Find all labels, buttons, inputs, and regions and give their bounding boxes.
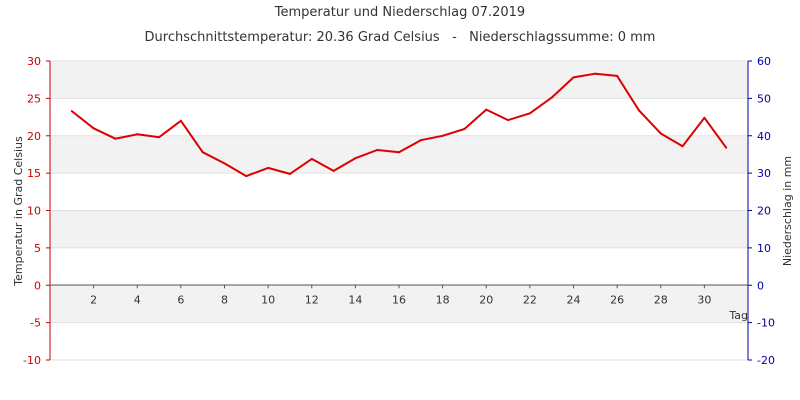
grid-band [50,285,748,323]
temperature-point [703,116,706,119]
temperature-point [267,166,270,169]
y2-tick-label: 50 [757,92,771,105]
chart-subtitle: Durchschnittstemperatur: 20.36 Grad Cels… [145,30,656,45]
grid-band [50,98,748,136]
temperature-point [572,76,575,79]
x-tick-label: 16 [392,293,406,306]
temperature-point [288,172,291,175]
grid-band [50,135,748,174]
right-y-ticks: -20 -10 0 10 20 30 40 50 60 [748,55,775,367]
x-tick-label: 24 [567,293,581,306]
temperature-point [616,74,619,77]
temperature-point [507,119,510,122]
x-tick-label: 6 [177,293,184,306]
y2-tick-label: 40 [757,130,771,143]
temperature-point [441,134,444,137]
grid-band [50,210,748,248]
temperature-point [659,132,662,135]
temperature-point [550,96,553,99]
temperature-point [637,109,640,112]
temperature-point [594,72,597,75]
temperature-point [398,151,400,154]
temperature-point [136,133,139,136]
x-tick-label: 12 [305,293,319,306]
grid-band [50,173,748,211]
y-tick-label: 10 [27,205,41,218]
y-tick-label: -5 [30,317,41,330]
y2-tick-label: 30 [757,167,771,180]
temperature-point [179,119,182,122]
x-ticks: 2 4 6 8 10 12 14 16 18 20 22 24 26 28 30 [90,285,711,306]
y2-axis-label: Niederschlag in mm [781,156,794,266]
y-tick-label: 20 [27,130,41,143]
x-tick-label: 10 [261,293,275,306]
temperature-point [201,151,204,154]
x-tick-label: 26 [610,293,624,306]
temperature-point [245,175,248,178]
x-tick-label: 20 [479,293,493,306]
y-tick-label: 25 [27,92,41,105]
temperature-point [485,108,488,111]
y-tick-label: -10 [23,354,41,367]
y-tick-label: 30 [27,55,41,68]
grid-band [50,61,748,99]
y-axis-label: Temperatur in Grad Celsius [12,136,25,287]
temperature-point [354,157,357,160]
left-y-ticks: -10 -5 0 5 10 15 20 25 30 [23,55,50,367]
y2-tick-label: 10 [757,242,771,255]
x-axis-label: Tag [728,309,748,322]
y2-tick-label: 0 [757,279,764,292]
y2-tick-label: -10 [757,317,775,330]
y-tick-label: 0 [34,279,41,292]
temperature-point [419,139,422,142]
grid-band [50,322,748,360]
temperature-point [310,157,313,160]
x-tick-label: 8 [221,293,228,306]
x-tick-label: 22 [523,293,537,306]
temperature-series [70,72,728,178]
temperature-point [70,110,73,113]
chart-title: Temperatur und Niederschlag 07.2019 [274,5,525,20]
y2-tick-label: -20 [757,354,775,367]
temperature-point [681,145,684,148]
grid-band [50,247,748,286]
temperature-point [114,137,117,140]
temperature-point [463,128,466,131]
y-tick-label: 15 [27,167,41,180]
temperature-point [223,162,226,165]
x-tick-label: 28 [654,293,668,306]
temperature-point [725,146,728,149]
temperature-point [528,112,531,115]
x-tick-label: 2 [90,293,97,306]
y2-tick-label: 20 [757,205,771,218]
x-tick-label: 30 [697,293,711,306]
temperature-point [332,169,335,172]
y-tick-label: 5 [34,242,41,255]
temperature-point [158,136,161,139]
x-tick-label: 18 [436,293,450,306]
temperature-point [92,127,95,130]
temperature-point [376,148,379,151]
plot-background [50,61,748,360]
x-tick-label: 14 [348,293,362,306]
x-tick-label: 4 [134,293,141,306]
y2-tick-label: 60 [757,55,771,68]
